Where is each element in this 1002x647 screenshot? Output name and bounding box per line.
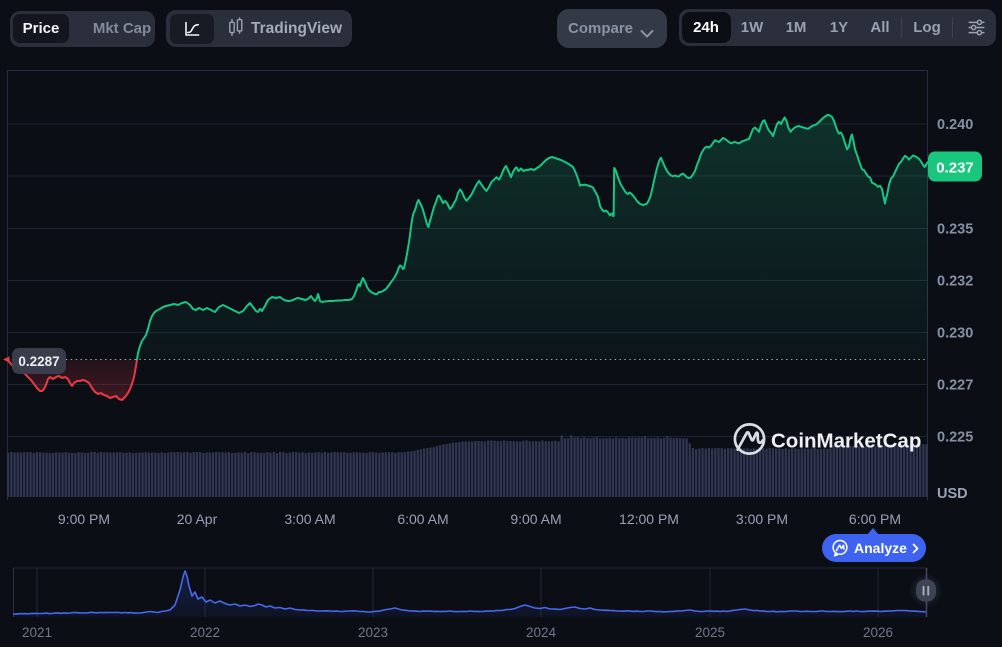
- svg-text:0.2287: 0.2287: [18, 354, 59, 369]
- svg-text:2024: 2024: [526, 625, 557, 640]
- svg-text:9:00 AM: 9:00 AM: [510, 511, 561, 527]
- svg-text:USD: USD: [937, 486, 968, 502]
- svg-text:6:00 AM: 6:00 AM: [397, 511, 448, 527]
- svg-text:0.225: 0.225: [937, 430, 973, 446]
- svg-text:6:00 PM: 6:00 PM: [849, 511, 901, 527]
- svg-text:9:00 PM: 9:00 PM: [58, 511, 110, 527]
- svg-text:20 Apr: 20 Apr: [177, 511, 218, 527]
- svg-text:0.227: 0.227: [937, 378, 973, 394]
- svg-text:2026: 2026: [863, 625, 893, 640]
- svg-text:2025: 2025: [695, 625, 725, 640]
- svg-text:0.240: 0.240: [937, 117, 973, 133]
- svg-text:0.230: 0.230: [937, 326, 973, 342]
- svg-text:2021: 2021: [22, 625, 52, 640]
- svg-text:0.232: 0.232: [937, 274, 973, 290]
- svg-text:12:00 PM: 12:00 PM: [619, 511, 679, 527]
- svg-text:0.235: 0.235: [937, 222, 973, 238]
- svg-text:CoinMarketCap: CoinMarketCap: [771, 430, 921, 453]
- svg-text:3:00 PM: 3:00 PM: [736, 511, 788, 527]
- svg-text:0.237: 0.237: [936, 160, 974, 177]
- svg-text:2022: 2022: [190, 625, 220, 640]
- svg-text:3:00 AM: 3:00 AM: [284, 511, 335, 527]
- svg-text:2023: 2023: [358, 625, 388, 640]
